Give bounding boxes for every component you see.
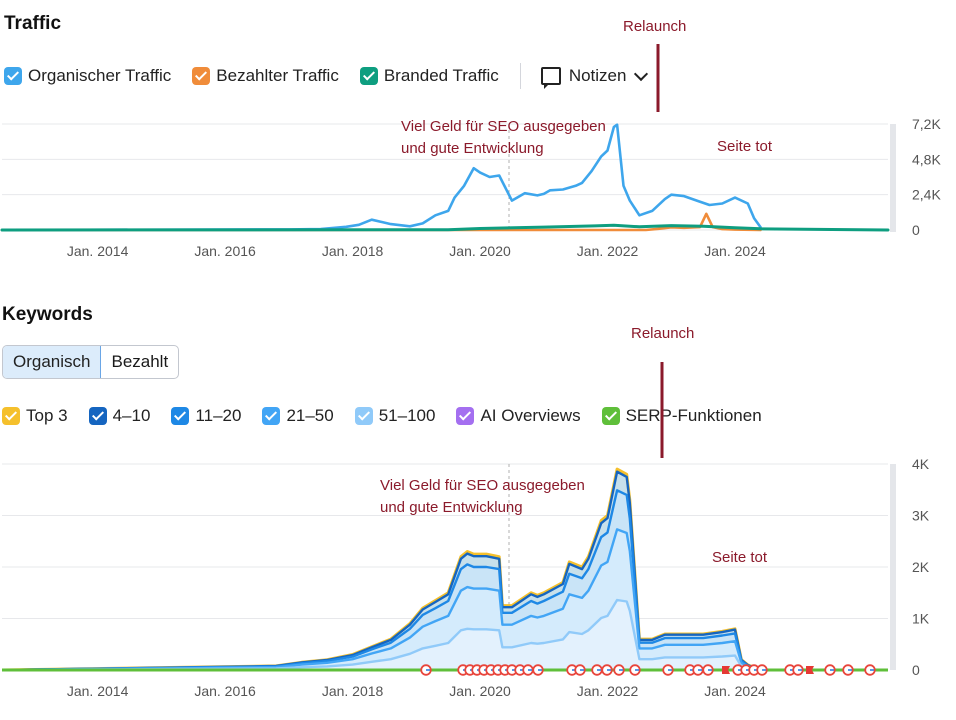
note-icon: [540, 67, 561, 89]
series-area-4: [2, 600, 888, 670]
keywords-title: Keywords: [2, 304, 93, 325]
keywords-y-tick-label: 0: [912, 662, 920, 678]
checkbox-icon[interactable]: [2, 407, 20, 425]
traffic-x-tick-label: Jan. 2018: [322, 243, 384, 259]
checkbox-icon[interactable]: [601, 407, 620, 425]
traffic-dead-note: Seite tot: [717, 138, 773, 155]
traffic-chart: 0 2,4K 4,8K 7,2K Jan. 2014 Jan. 2016 Jan. 201…: [0, 44, 941, 259]
keywords-y-tick-label: 2K: [912, 559, 930, 575]
keywords-scrollbar[interactable]: [890, 464, 896, 670]
keywords-legend: Top 3 4–10 11–20 21–50 51–100 AI Overvie…: [2, 403, 783, 429]
legend-serp-label: SERP-Funktionen: [625, 406, 762, 425]
traffic-y-tick-label: 0: [912, 222, 920, 238]
legend-top3[interactable]: Top 3: [2, 406, 68, 426]
legend-organic-traffic[interactable]: Organischer Traffic: [4, 66, 171, 86]
keywords-x-tick-label: Jan. 2018: [322, 683, 384, 699]
traffic-x-tick-label: Jan. 2022: [577, 243, 639, 259]
keywords-y-tick-label: 4K: [912, 456, 930, 472]
series-line-organischer-traffic: [0, 123, 762, 232]
legend-paid-label: Bezahlter Traffic: [216, 66, 339, 85]
legend-11-20[interactable]: 11–20: [171, 406, 241, 426]
series-area-3: [2, 529, 888, 670]
legend-top3-label: Top 3: [26, 406, 68, 425]
legend-ai-overviews[interactable]: AI Overviews: [456, 406, 581, 426]
series-line-2: [1, 489, 888, 672]
traffic-y-tick-label: 7,2K: [912, 116, 941, 132]
keywords-x-tick-label: Jan. 2014: [67, 683, 129, 699]
flag-icon: [722, 666, 730, 674]
keywords-x-tick-label: Jan. 2020: [449, 683, 511, 699]
legend-51-100[interactable]: 51–100: [354, 406, 436, 426]
keywords-x-tick-label: Jan. 2016: [194, 683, 256, 699]
traffic-scrollbar[interactable]: [890, 124, 896, 232]
legend-serp-funktionen[interactable]: SERP-Funktionen: [601, 406, 762, 426]
keywords-relaunch-label: Relaunch: [631, 325, 695, 342]
keywords-y-tick-label: 3K: [912, 508, 930, 524]
series-line-1: [1, 470, 888, 672]
tab-bezahlt[interactable]: Bezahlt: [111, 352, 169, 371]
keywords-dead-note: Seite tot: [712, 549, 768, 566]
checkbox-icon[interactable]: [171, 407, 190, 425]
keywords-tab-group: Organisch Bezahlt: [2, 345, 180, 379]
checkbox-icon[interactable]: [88, 407, 107, 425]
traffic-y-tick-label: 4,8K: [912, 151, 941, 167]
traffic-seo-note-2: und gute Entwicklung: [401, 140, 544, 157]
checkbox-icon[interactable]: [192, 67, 211, 85]
traffic-x-tick-label: Jan. 2016: [194, 243, 256, 259]
tab-organisch[interactable]: Organisch: [3, 346, 102, 378]
traffic-x-tick-label: Jan. 2020: [449, 243, 511, 259]
keywords-x-tick-label: Jan. 2024: [704, 683, 766, 699]
legend-4-10[interactable]: 4–10: [88, 406, 151, 426]
traffic-relaunch-label: Relaunch: [623, 18, 687, 35]
keywords-seo-note-2: und gute Entwicklung: [380, 499, 523, 516]
series-line-3: [1, 528, 888, 672]
keywords-x-tick-label: Jan. 2022: [577, 683, 639, 699]
legend-organic-label: Organischer Traffic: [28, 66, 172, 85]
keywords-seo-note-1: Viel Geld für SEO ausgegeben: [380, 477, 585, 494]
keywords-y-tick-label: 1K: [912, 611, 930, 627]
legend-divider: [519, 63, 521, 89]
series-line-4: [1, 598, 888, 672]
legend-51-100-label: 51–100: [378, 406, 436, 425]
notes-label: Notizen: [568, 66, 627, 85]
legend-ai-overviews-label: AI Overviews: [480, 406, 581, 425]
traffic-legend: Organischer Traffic Bezahlter Traffic Br…: [4, 63, 649, 89]
checkbox-icon[interactable]: [456, 407, 475, 425]
traffic-y-tick-label: 2,4K: [912, 187, 941, 203]
flag-icon: [806, 666, 814, 674]
traffic-x-tick-label: Jan. 2024: [704, 243, 766, 259]
legend-paid-traffic[interactable]: Bezahlter Traffic: [192, 66, 339, 86]
traffic-x-tick-label: Jan. 2014: [67, 243, 129, 259]
legend-branded-traffic[interactable]: Branded Traffic: [359, 66, 499, 86]
checkbox-icon[interactable]: [4, 67, 22, 85]
traffic-title: Traffic: [4, 13, 62, 34]
legend-11-20-label: 11–20: [195, 406, 242, 425]
notes-dropdown[interactable]: Notizen: [540, 66, 649, 89]
checkbox-icon[interactable]: [359, 67, 378, 85]
legend-branded-label: Branded Traffic: [383, 66, 499, 85]
legend-4-10-label: 4–10: [112, 406, 151, 425]
legend-21-50-label: 21–50: [286, 406, 334, 425]
series-line-branded-traffic: [0, 223, 890, 232]
traffic-seo-note-1: Viel Geld für SEO ausgegeben: [401, 118, 606, 135]
legend-21-50[interactable]: 21–50: [262, 406, 334, 426]
checkbox-icon[interactable]: [262, 407, 281, 425]
checkbox-icon[interactable]: [354, 407, 373, 425]
